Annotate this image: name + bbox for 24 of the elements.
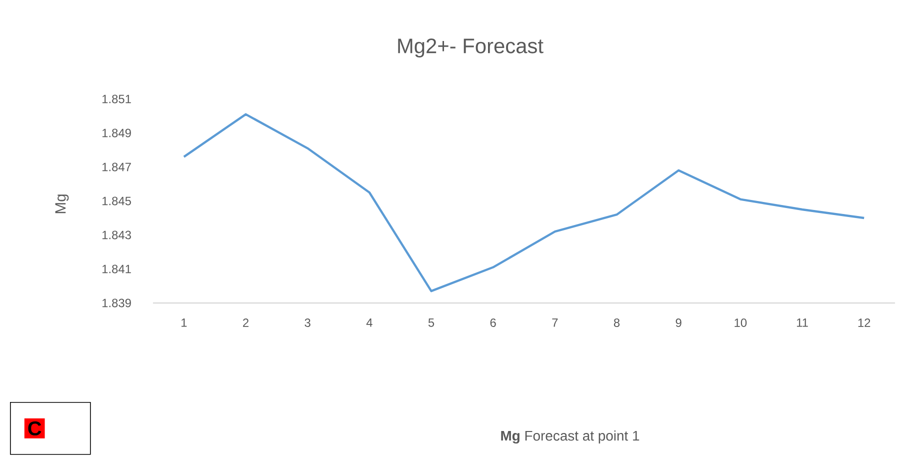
y-tick-label: 1.847 <box>102 162 131 172</box>
y-tick-label: 1.849 <box>102 128 131 138</box>
x-tick-label: 5 <box>428 318 434 327</box>
y-tick-label: 1.843 <box>102 230 131 240</box>
x-tick-label: 1 <box>182 318 187 327</box>
y-tick-label: 1.839 <box>102 298 131 308</box>
chart-title: Mg2+- Forecast <box>398 38 544 58</box>
text: C <box>28 421 42 436</box>
x-tick-label: 10 <box>734 318 747 327</box>
x-tick-label: 3 <box>304 318 310 327</box>
x-tick-label: 7 <box>552 318 558 327</box>
text: Mg Forecast at point 1 <box>501 430 640 444</box>
line-series <box>182 113 866 292</box>
y-tick-label: 1.841 <box>102 264 131 274</box>
x-tick-label: 12 <box>858 318 870 327</box>
y-axis-title: Mg <box>55 194 69 214</box>
y-tick-label: 1.851 <box>102 94 131 104</box>
x-tick-label: 9 <box>676 318 682 327</box>
x-tick-label: 11 <box>796 318 808 327</box>
y-tick-label: 1.845 <box>102 196 131 206</box>
x-tick-label: 2 <box>243 318 248 327</box>
x-tick-label: 8 <box>614 318 620 327</box>
x-tick-label: 4 <box>366 318 372 327</box>
x-tick-label: 6 <box>490 318 496 327</box>
